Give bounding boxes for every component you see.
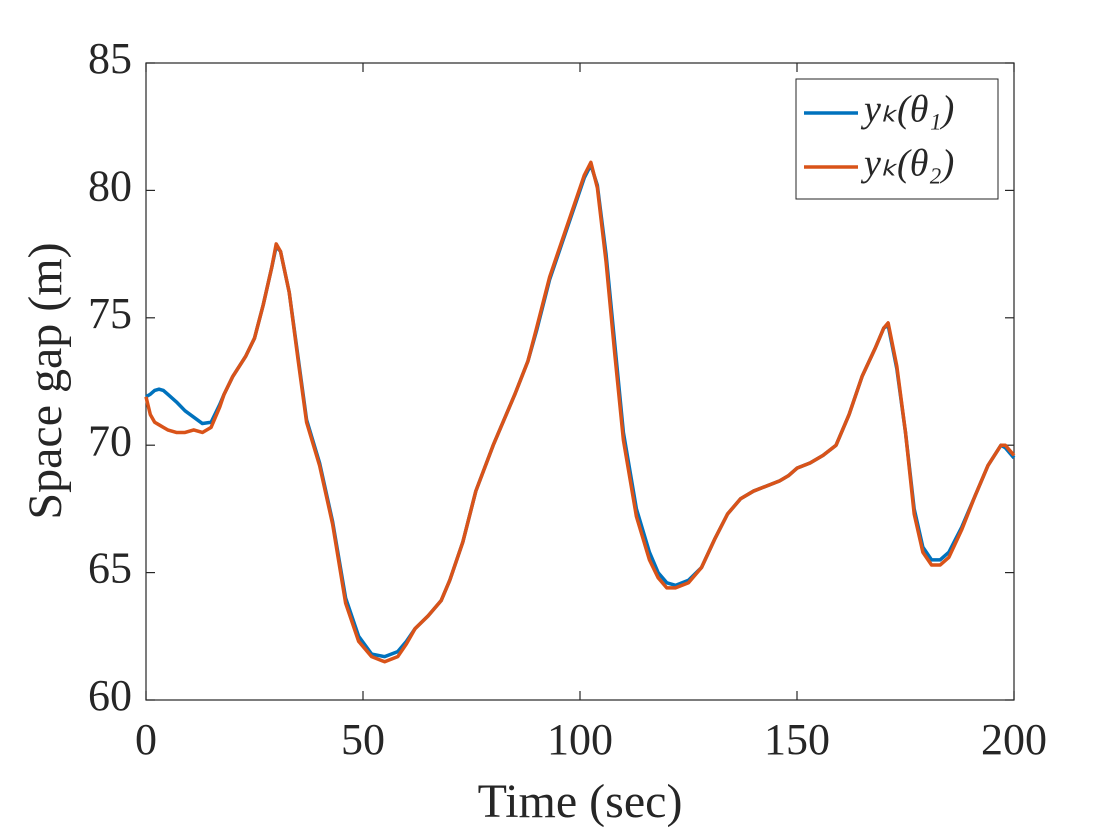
line-series <box>144 160 1016 664</box>
y-tick-label: 60 <box>88 671 132 720</box>
x-tick-label: 0 <box>135 715 157 764</box>
x-tick-label: 50 <box>341 715 385 764</box>
y-axis-label: Space gap (m) <box>19 242 72 519</box>
x-tick-label: 100 <box>547 715 613 764</box>
legend-label: yₖ(θ₁) <box>860 89 954 131</box>
y-tick-label: 75 <box>88 289 132 338</box>
y-tick-label: 80 <box>88 161 132 210</box>
legend-label: yₖ(θ₂) <box>860 143 954 185</box>
x-tick-label: 150 <box>764 715 830 764</box>
y-tick-label: 65 <box>88 544 132 593</box>
x-axis-label: Time (sec) <box>478 775 683 828</box>
y-tick-label: 70 <box>88 416 132 465</box>
y-tick-label: 85 <box>88 34 132 83</box>
legend-box <box>795 78 999 200</box>
x-tick-label: 200 <box>981 715 1047 764</box>
